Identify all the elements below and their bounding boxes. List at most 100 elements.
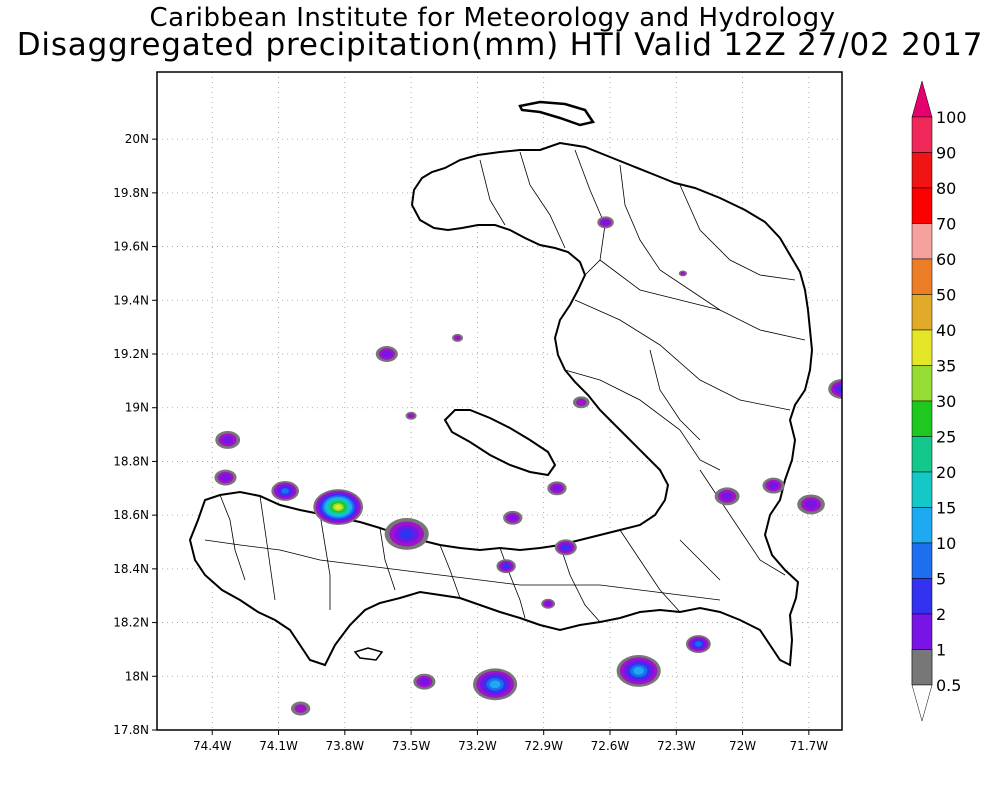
haiti-mainland <box>188 141 814 667</box>
lon-tick-label: 72.3W <box>657 739 696 753</box>
cell-74.03w-17.88n <box>290 701 311 716</box>
cell-73.55w-18.54n <box>384 518 429 550</box>
precip-contour <box>419 678 430 686</box>
colorbar-swatch <box>911 436 933 473</box>
chart-title-product: Disaggregated precipitation(mm) HTI Vali… <box>16 27 984 63</box>
colorbar-swatch <box>911 542 933 579</box>
colorbar-label: 40 <box>936 321 956 340</box>
precip-contour <box>407 413 415 419</box>
precip-contour <box>294 704 307 713</box>
cell-71.88w-18.7n <box>762 477 785 494</box>
precip-contour <box>545 601 552 606</box>
colorbar-label: 20 <box>936 463 956 482</box>
lat-tick-label: 18.8N <box>113 454 149 468</box>
colorbar-label: 2 <box>936 605 946 624</box>
precip-contour <box>281 488 290 494</box>
cell-73.83w-18.63n <box>313 489 364 525</box>
map-frame <box>156 71 843 731</box>
cell-72.9w-18.27n <box>541 598 556 609</box>
colorbar-swatch <box>911 471 933 508</box>
precip-contour <box>601 219 610 226</box>
colorbar-label: 1 <box>936 641 946 660</box>
precip-contour <box>837 385 842 393</box>
precip-contour <box>222 435 234 444</box>
cell-73.04w-18.59n <box>503 510 523 525</box>
precip-contour <box>680 271 686 276</box>
lon-tick-label: 73.5W <box>392 739 431 753</box>
colorbar-label: 25 <box>936 428 956 447</box>
lat-tick-label: 19.4N <box>113 293 149 307</box>
lon-tick-label: 73.8W <box>326 739 365 753</box>
precip-contour <box>694 641 702 647</box>
colorbar-label: 70 <box>936 215 956 234</box>
precip-contour <box>804 499 818 509</box>
colorbar-label: 35 <box>936 357 956 376</box>
cell-74.35w-18.74n <box>214 469 237 486</box>
colorbar-label: 60 <box>936 250 956 269</box>
colorbar-label: 0.5 <box>936 676 961 695</box>
precip-contour <box>334 504 342 510</box>
precip-contour <box>399 528 415 540</box>
lat-tick-label: 19N <box>125 401 149 415</box>
colorbar-label: 30 <box>936 392 956 411</box>
lat-tick-label: 19.8N <box>113 186 149 200</box>
precip-contour <box>552 485 562 492</box>
land-layer <box>188 100 814 667</box>
axis-ticks: 20N 19.8N 19.6N 19.4N 19.2N 19N 18.8N 18.6N 18.4… <box>113 132 828 753</box>
precip-contour <box>561 544 570 551</box>
colorbar-label: 50 <box>936 286 956 305</box>
colorbar-swatch <box>911 507 933 544</box>
cell-73.45w-17.98n <box>413 673 436 690</box>
colorbar-swatch <box>911 365 933 402</box>
cell-73.61w-19.2n <box>375 346 398 362</box>
cell-71.7w-18.64n <box>797 494 825 515</box>
precip-contour <box>220 474 231 482</box>
cell-74.4w-18.9n <box>215 430 241 449</box>
colorbar-swatch <box>911 187 933 224</box>
precip-contour <box>633 667 645 675</box>
precip-contour <box>489 680 501 689</box>
colorbar-swatch <box>911 649 933 686</box>
lat-tick-label: 18.2N <box>113 616 149 630</box>
colorbar-swatch <box>911 294 933 331</box>
lat-tick-label: 19.2N <box>113 347 149 361</box>
lon-tick-label: 71.7W <box>790 739 829 753</box>
cell-71.55w-19.07n <box>828 378 842 399</box>
lat-tick-label: 17.8N <box>113 723 149 737</box>
cell-72.85w-18.7n <box>547 481 567 496</box>
cell-73.58w-18.97n <box>405 411 417 420</box>
precipitation-layer <box>214 216 842 716</box>
colorbar-label: 10 <box>936 534 956 553</box>
lon-tick-label: 72W <box>729 739 756 753</box>
lat-tick-label: 19.6N <box>113 240 149 254</box>
lat-tick-label: 18.4N <box>113 562 149 576</box>
colorbar-swatch <box>911 329 933 366</box>
gonave-island <box>443 409 557 477</box>
lon-tick-label: 72.9W <box>524 739 563 753</box>
cell-73.3w-19.26n <box>451 333 464 342</box>
colorbar-swatch <box>911 613 933 650</box>
colorbar-label: 100 <box>936 108 967 127</box>
precip-contour <box>768 482 779 490</box>
lat-tick-label: 20N <box>125 132 149 146</box>
cell-72.48w-18.02n <box>616 655 661 687</box>
colorbar-label: 90 <box>936 144 956 163</box>
precip-contour <box>381 350 392 358</box>
lon-tick-label: 73.2W <box>458 739 497 753</box>
colorbar-swatch <box>911 116 933 153</box>
colorbar-label: 5 <box>936 570 946 589</box>
cell-73.07w-18.4n <box>496 559 516 574</box>
cell-72.73w-19.02n <box>572 396 590 409</box>
colorbar-swatch <box>911 578 933 615</box>
cell-72.3w-19.5n <box>678 270 688 277</box>
colorbar-swatch <box>911 400 933 437</box>
colorbar-top-triangle <box>911 80 933 118</box>
tortuga-island <box>518 100 596 127</box>
cell-73.13w-17.97n <box>472 668 518 701</box>
chart-title-institute: Caribbean Institute for Meteorology and … <box>149 3 836 33</box>
precip-contour <box>508 514 518 521</box>
lon-tick-label: 74.4W <box>193 739 232 753</box>
lat-tick-label: 18.6N <box>113 508 149 522</box>
ile-a-vache <box>353 647 384 661</box>
